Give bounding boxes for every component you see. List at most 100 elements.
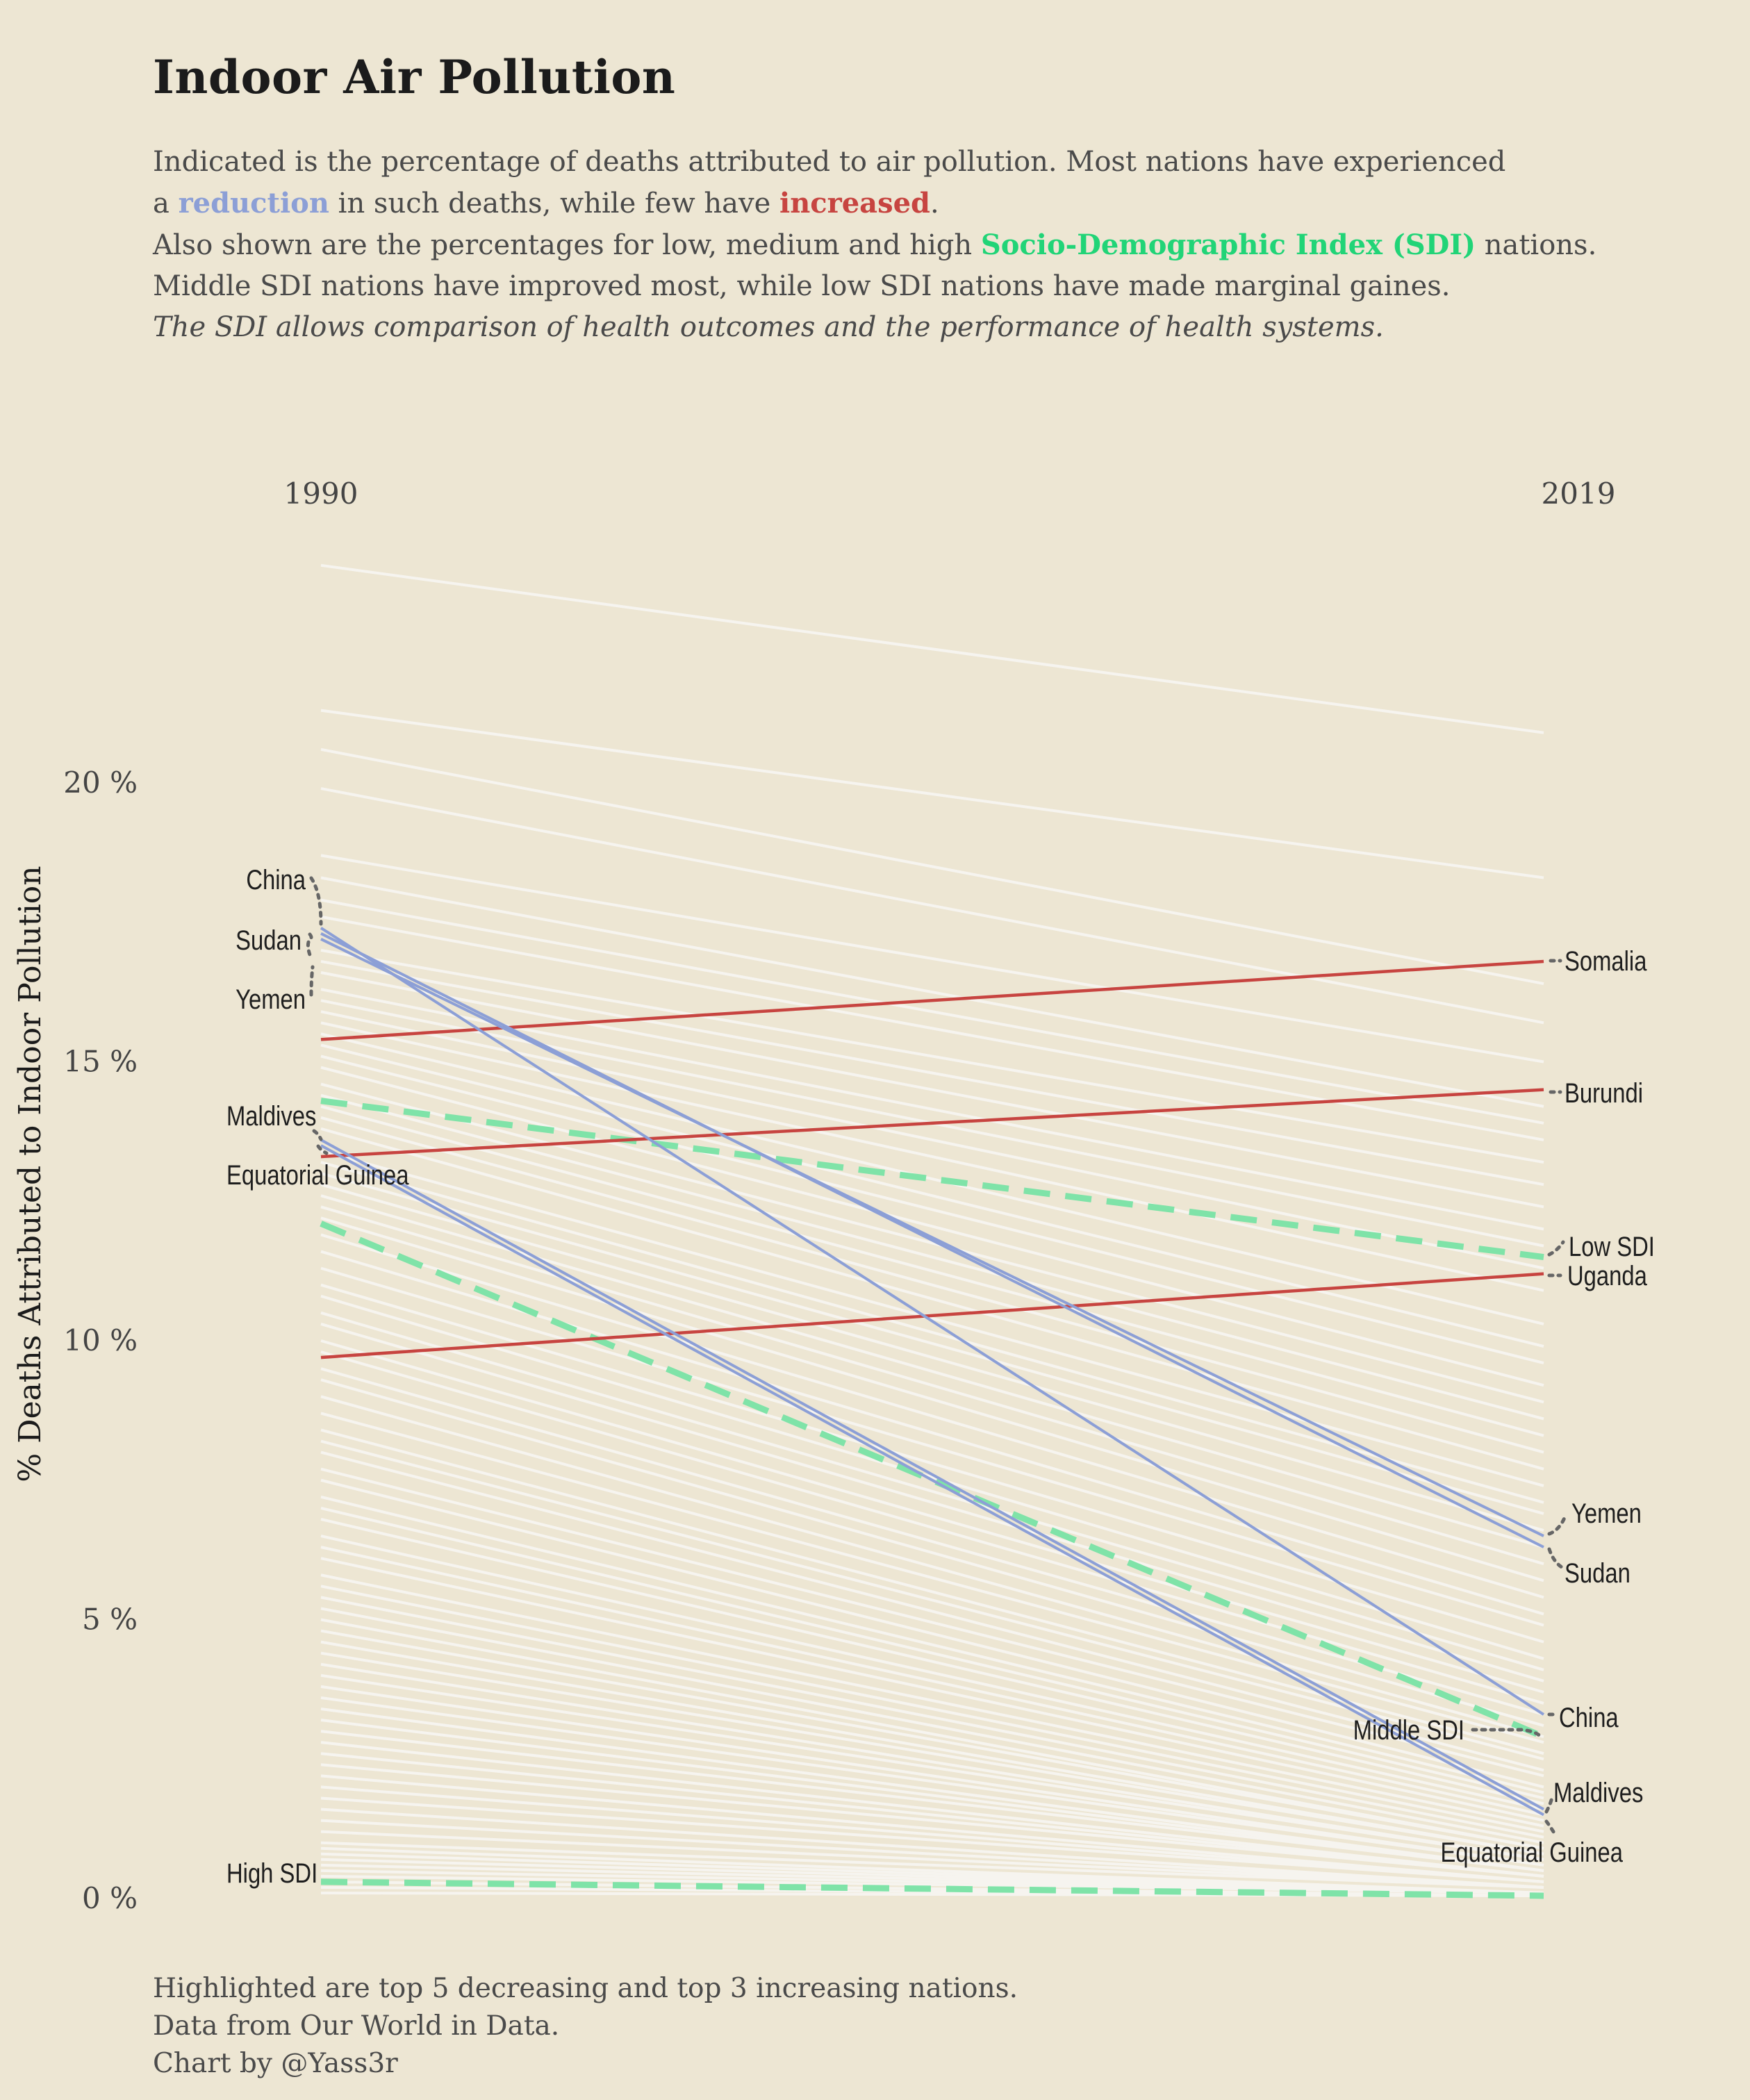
country-line [320, 1043, 1544, 1348]
country-line [320, 1696, 1544, 1867]
label-low-sdi-2019: Low SDI [1569, 1231, 1655, 1262]
sdi-highlight: Socio-Demographic Index (SDI) [980, 229, 1476, 261]
subtitle-line-2: a reduction in such deaths, while few ha… [153, 183, 1596, 224]
country-line [320, 1585, 1544, 1833]
decrease-line [320, 1144, 1544, 1817]
decrease-line [320, 927, 1545, 1716]
country-line [320, 854, 1544, 1064]
connector-yemen-2019 [1547, 1512, 1568, 1536]
country-line [320, 1010, 1544, 1270]
subtitle-text: nations. [1476, 229, 1597, 261]
connector-equatorial-guinea [316, 1144, 329, 1155]
country-line [320, 1066, 1544, 1387]
label-yemen-1990: Yemen [236, 984, 306, 1015]
country-line [320, 1478, 1544, 1789]
label-equatorial-guinea-1990: Equatorial Guinea [226, 1159, 409, 1191]
subtitle-line-4: Middle SDI nations have improved most, w… [153, 270, 1451, 302]
country-line [320, 1428, 1544, 1755]
country-line [320, 1183, 1544, 1532]
country-line [320, 1830, 1544, 1889]
country-line [320, 1150, 1544, 1487]
subtitle-line-1: Indicated is the percentage of deaths at… [153, 146, 1506, 178]
label-equatorial-guinea-2019: Equatorial Guinea [1441, 1837, 1624, 1868]
country-line [320, 1127, 1544, 1471]
country-line [320, 1194, 1544, 1549]
country-line [320, 1350, 1544, 1705]
country-line [320, 1673, 1544, 1861]
country-line [320, 1607, 1544, 1844]
country-line [320, 709, 1544, 879]
footer-credit: Chart by @Yass3r [153, 2048, 398, 2079]
label-yemen-2019: Yemen [1571, 1498, 1642, 1529]
country-line [320, 1021, 1544, 1292]
sdi-line [320, 1221, 1545, 1740]
year-label-2019: 2019 [1542, 477, 1616, 511]
connector-yemen [309, 965, 315, 997]
subtitle-text: in such deaths, while few have [329, 188, 780, 220]
country-line [320, 1161, 1544, 1504]
label-china-2019: China [1559, 1702, 1619, 1733]
footer-note: Highlighted are top 5 decreasing and top… [153, 1973, 1018, 2004]
country-line [320, 1785, 1544, 1883]
country-line [320, 1439, 1544, 1761]
country-line [320, 1233, 1544, 1599]
country-line [320, 1294, 1544, 1660]
country-line [320, 1205, 1544, 1566]
country-line [320, 1774, 1544, 1883]
label-high-sdi-1990: High SDI [226, 1858, 317, 1889]
country-line [320, 1535, 1544, 1811]
subtitle-text: a [153, 188, 179, 220]
increase-line [320, 1088, 1544, 1159]
country-line [320, 915, 1544, 1141]
y-tick-label: 20 % [63, 766, 138, 800]
country-line [320, 1518, 1544, 1805]
country-line [320, 787, 1544, 1025]
label-middle-sdi-2019: Middle SDI [1353, 1714, 1464, 1746]
country-line [320, 1741, 1544, 1878]
country-line [320, 1339, 1544, 1694]
country-line [320, 1172, 1544, 1515]
increase-line [320, 1272, 1544, 1359]
country-line [320, 1082, 1544, 1404]
connector-sudan-2019 [1547, 1547, 1564, 1569]
label-sudan-1990: Sudan [236, 925, 302, 956]
y-axis-title: % Deaths Attributed to Indoor Pollution [13, 866, 48, 1482]
country-line [320, 1105, 1544, 1437]
y-tick-label: 10 % [63, 1323, 138, 1357]
country-line [320, 948, 1544, 1164]
country-line [320, 1412, 1544, 1744]
label-maldives-2019: Maldives [1553, 1777, 1643, 1808]
country-line [320, 1662, 1544, 1861]
country-line [320, 1093, 1544, 1421]
country-line [320, 1685, 1544, 1867]
country-line [320, 1216, 1544, 1582]
connector-middle-sdi [1471, 1728, 1544, 1740]
increased-highlight: increased [779, 187, 931, 220]
country-line [320, 1450, 1544, 1772]
country-line [320, 1395, 1544, 1739]
chart-footer: Highlighted are top 5 decreasing and top… [153, 1970, 1018, 2083]
country-line [320, 1311, 1544, 1671]
subtitle-text: Also shown are the percentages for low, … [153, 229, 981, 261]
country-line [320, 1763, 1544, 1878]
connector-maldives [312, 1129, 323, 1141]
country-line [320, 959, 1544, 1187]
chart-subtitle: Indicated is the percentage of deaths at… [153, 142, 1596, 348]
subtitle-text: . [930, 188, 939, 220]
reduction-highlight: reduction [178, 187, 329, 220]
year-label-1990: 1990 [284, 477, 358, 511]
subtitle-line-3: Also shown are the percentages for low, … [153, 224, 1596, 266]
y-tick-label: 15 % [63, 1045, 138, 1079]
country-line [320, 1467, 1544, 1778]
label-somalia-2019: Somalia [1565, 945, 1647, 977]
country-line [320, 1629, 1544, 1850]
decrease-line [320, 1139, 1544, 1811]
country-line [320, 1596, 1544, 1839]
country-line [320, 876, 1544, 1108]
connector-equatorial-guinea-2019 [1544, 1819, 1557, 1836]
country-line [320, 1266, 1544, 1627]
country-line [320, 1640, 1544, 1855]
country-line [320, 1055, 1544, 1365]
country-line [320, 1719, 1544, 1872]
